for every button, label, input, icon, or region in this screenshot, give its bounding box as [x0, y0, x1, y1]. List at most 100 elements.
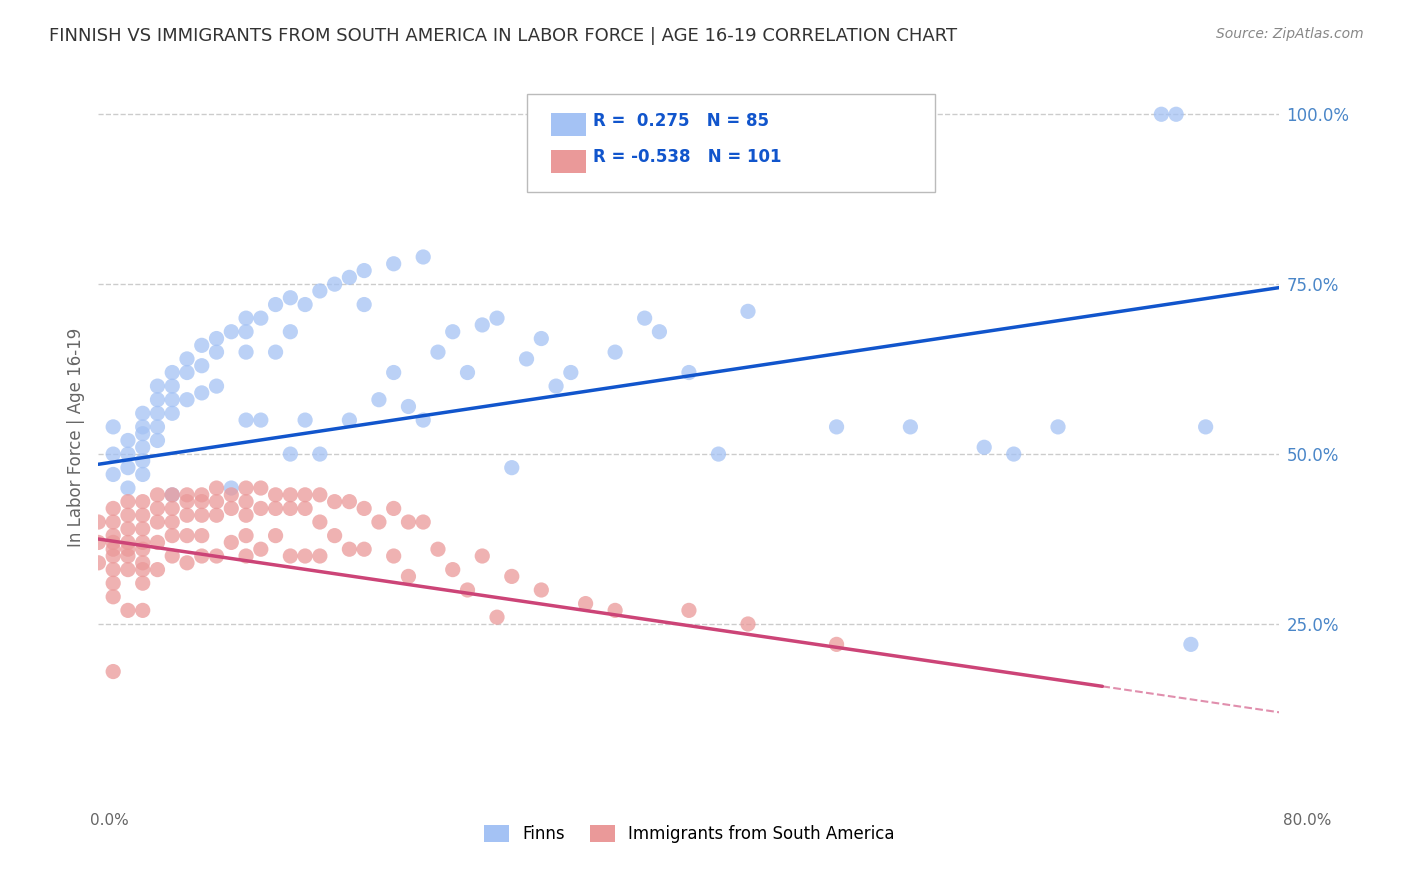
Point: [398, 569, 420, 583]
Point: [191, 359, 214, 373]
Point: [103, 515, 125, 529]
Point: [501, 460, 523, 475]
Point: [471, 549, 494, 563]
Point: [1046, 420, 1070, 434]
Point: [176, 528, 198, 542]
Point: [575, 597, 598, 611]
Point: [309, 447, 332, 461]
Point: [353, 542, 375, 557]
Point: [264, 501, 287, 516]
Point: [146, 392, 169, 407]
Point: [162, 501, 183, 516]
Text: 0.0%: 0.0%: [90, 814, 129, 828]
Point: [103, 535, 125, 549]
Point: [132, 508, 155, 523]
Point: [323, 277, 346, 292]
Point: [176, 351, 198, 366]
Point: [280, 325, 302, 339]
Point: [353, 263, 375, 277]
Point: [605, 603, 627, 617]
Point: [309, 515, 332, 529]
Point: [117, 563, 139, 577]
Point: [146, 563, 169, 577]
Point: [486, 311, 509, 326]
Point: [132, 576, 155, 591]
Point: [132, 494, 155, 508]
Point: [221, 481, 243, 495]
Point: [737, 304, 759, 318]
Point: [235, 311, 257, 326]
Point: [427, 542, 450, 557]
Point: [205, 481, 228, 495]
Point: [176, 488, 198, 502]
Point: [353, 297, 375, 311]
Point: [103, 542, 125, 557]
Point: [398, 400, 420, 414]
Point: [191, 488, 214, 502]
Point: [117, 522, 139, 536]
Point: [323, 528, 346, 542]
Point: [280, 488, 302, 502]
Point: [678, 366, 700, 380]
Point: [264, 297, 287, 311]
Point: [339, 542, 361, 557]
Point: [146, 488, 169, 502]
Text: R = -0.538   N = 101: R = -0.538 N = 101: [593, 148, 782, 166]
Point: [1180, 637, 1202, 651]
Y-axis label: In Labor Force | Age 16-19: In Labor Force | Age 16-19: [66, 327, 84, 547]
Point: [441, 325, 464, 339]
Point: [250, 481, 273, 495]
Point: [412, 413, 434, 427]
Point: [546, 379, 568, 393]
Point: [205, 379, 228, 393]
Point: [146, 420, 169, 434]
Point: [176, 508, 198, 523]
Point: [162, 406, 183, 420]
Point: [235, 325, 257, 339]
Point: [900, 420, 922, 434]
Point: [973, 440, 995, 454]
Text: FINNISH VS IMMIGRANTS FROM SOUTH AMERICA IN LABOR FORCE | AGE 16-19 CORRELATION : FINNISH VS IMMIGRANTS FROM SOUTH AMERICA…: [49, 27, 957, 45]
Point: [132, 440, 155, 454]
Text: 80.0%: 80.0%: [1284, 814, 1331, 828]
Point: [117, 481, 139, 495]
Point: [221, 501, 243, 516]
Point: [516, 351, 538, 366]
Legend: Finns, Immigrants from South America: Finns, Immigrants from South America: [477, 818, 901, 850]
Point: [235, 494, 257, 508]
Point: [294, 297, 316, 311]
Point: [146, 406, 169, 420]
Point: [205, 332, 228, 346]
Point: [162, 488, 183, 502]
Point: [339, 270, 361, 285]
Point: [205, 508, 228, 523]
Point: [412, 515, 434, 529]
Point: [176, 556, 198, 570]
Point: [191, 494, 214, 508]
Point: [1195, 420, 1218, 434]
Point: [117, 508, 139, 523]
Point: [737, 617, 759, 632]
Point: [560, 366, 582, 380]
Point: [221, 325, 243, 339]
Point: [235, 413, 257, 427]
Point: [339, 494, 361, 508]
Point: [309, 549, 332, 563]
Point: [191, 338, 214, 352]
Point: [132, 542, 155, 557]
Point: [825, 420, 848, 434]
Point: [176, 494, 198, 508]
Point: [309, 488, 332, 502]
Point: [117, 549, 139, 563]
Point: [530, 332, 553, 346]
Point: [132, 420, 155, 434]
Point: [427, 345, 450, 359]
Point: [87, 535, 110, 549]
Point: [205, 549, 228, 563]
Point: [250, 413, 273, 427]
Point: [132, 426, 155, 441]
Point: [191, 508, 214, 523]
Point: [309, 284, 332, 298]
Point: [825, 637, 848, 651]
Point: [280, 501, 302, 516]
